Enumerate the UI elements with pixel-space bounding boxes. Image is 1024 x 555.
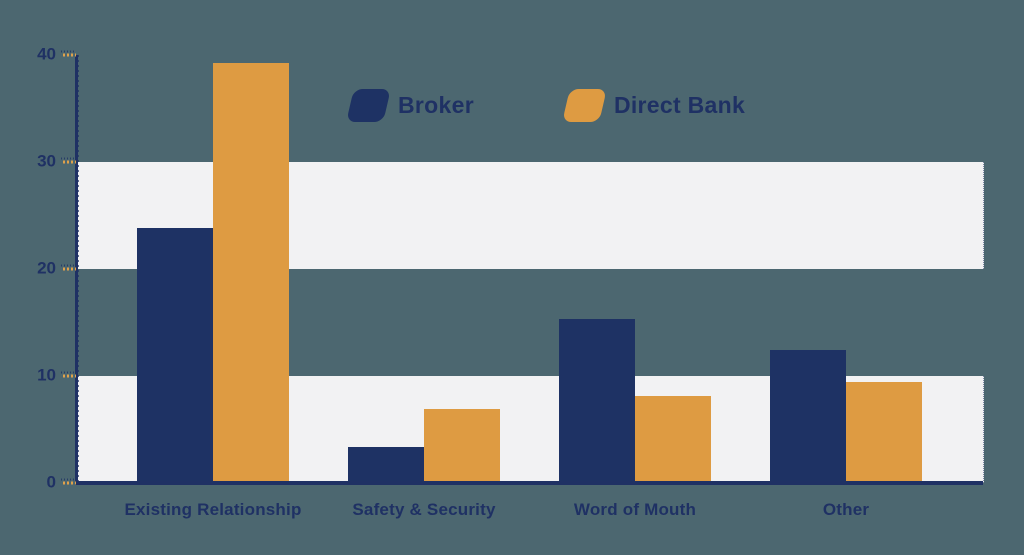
legend-item-direct-bank: Direct Bank bbox=[562, 89, 746, 122]
direct-bank-bar bbox=[635, 396, 711, 483]
category-label: Word of Mouth bbox=[573, 500, 697, 519]
category-label: Existing Relationship bbox=[124, 500, 302, 519]
y-tick-mark bbox=[61, 157, 76, 164]
direct-bank-bar bbox=[213, 62, 289, 483]
y-tick-mark bbox=[61, 50, 76, 57]
y-axis-label: 0 bbox=[46, 472, 56, 492]
bar-groups: Existing Relationship Safety & Security Wo… bbox=[77, 55, 983, 519]
legend: Broker Direct Bank bbox=[346, 89, 746, 122]
x-axis-line bbox=[75, 481, 983, 485]
category-label: Safety & Security bbox=[352, 500, 496, 519]
y-axis-label: 40 bbox=[37, 44, 56, 64]
direct-bank-bar bbox=[846, 382, 922, 483]
broker-bar bbox=[770, 350, 846, 483]
y-tick-mark bbox=[61, 371, 76, 378]
broker-bar bbox=[137, 228, 213, 483]
bar-group: Other bbox=[770, 55, 922, 519]
y-axis-label: 10 bbox=[37, 365, 56, 385]
y-axis-labels: 40 30 20 10 0 bbox=[0, 45, 77, 492]
broker-bar bbox=[348, 446, 424, 483]
y-axis-line bbox=[75, 55, 79, 485]
y-axis-label: 30 bbox=[37, 151, 56, 171]
bar-group: Safety & Security bbox=[348, 55, 500, 519]
legend-label-direct-bank: Direct Bank bbox=[613, 92, 746, 118]
legend-item-broker: Broker bbox=[346, 89, 474, 122]
direct-bank-bar bbox=[424, 409, 500, 483]
broker-swatch-icon bbox=[346, 89, 391, 122]
legend-label-broker: Broker bbox=[398, 92, 474, 118]
direct-bank-swatch-icon bbox=[562, 89, 607, 122]
bar-group: Word of Mouth bbox=[559, 55, 711, 519]
broker-bar bbox=[559, 319, 635, 483]
bar-group: Existing Relationship bbox=[124, 55, 301, 519]
y-tick-mark bbox=[61, 478, 76, 485]
category-label: Other bbox=[822, 500, 870, 519]
y-axis-label: 20 bbox=[37, 258, 56, 278]
plot-area: Existing Relationship Safety & Security Wo… bbox=[75, 55, 984, 519]
y-tick-mark bbox=[61, 264, 76, 271]
